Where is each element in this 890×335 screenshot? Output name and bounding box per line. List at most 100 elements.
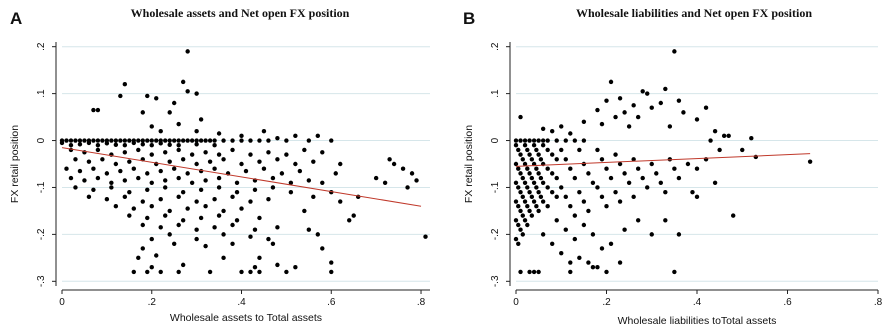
scatter-point — [122, 138, 128, 143]
scatter-point — [554, 175, 559, 181]
x-tick-label: .8 — [874, 297, 883, 308]
scatter-point — [595, 107, 600, 113]
scatter-point — [203, 243, 208, 249]
scatter-point — [513, 180, 519, 185]
scatter-point — [712, 180, 718, 185]
y-tick-label: -.3 — [36, 275, 47, 287]
scatter-point — [163, 138, 168, 143]
scatter-point — [59, 140, 65, 146]
scatter-point — [540, 232, 546, 237]
scatter-point — [185, 49, 190, 54]
scatter-point — [154, 138, 159, 143]
scatter-point — [409, 171, 415, 176]
scatter-point — [672, 49, 677, 54]
scatter-point — [113, 161, 119, 167]
scatter-point — [212, 166, 217, 171]
scatter-point — [525, 204, 530, 209]
scatter-point — [529, 175, 535, 181]
scatter-point — [212, 138, 217, 143]
scatter-point — [518, 138, 523, 143]
scatter-point — [284, 138, 289, 143]
scatter-point — [640, 175, 645, 181]
scatter-point — [554, 157, 559, 162]
y-tick-label: .2 — [490, 42, 501, 51]
scatter-point — [581, 222, 587, 228]
panel-b: B Wholesale liabilities and Net open FX p… — [463, 6, 883, 327]
y-tick-label: -.3 — [490, 275, 501, 287]
scatter-point — [104, 141, 110, 146]
scatter-point — [248, 152, 253, 157]
scatter-point — [595, 185, 600, 190]
scatter-point — [635, 218, 641, 223]
scatter-point — [694, 117, 700, 122]
panel-label: B — [463, 9, 475, 28]
scatter-point — [95, 175, 101, 181]
scatter-point — [540, 143, 546, 148]
y-tick-label: -.1 — [36, 181, 47, 193]
scatter-point — [649, 232, 654, 237]
scatter-point — [158, 141, 163, 146]
scatter-point — [194, 128, 199, 134]
scatter-point — [176, 175, 181, 181]
scatter-point — [136, 255, 141, 261]
scatter-point — [581, 199, 587, 204]
scatter-point — [617, 260, 623, 265]
scatter-point — [176, 269, 181, 275]
scatter-point — [216, 213, 222, 218]
scatter-point — [563, 227, 568, 232]
scatter-point — [140, 142, 145, 147]
scatter-point — [311, 194, 316, 200]
y-tick-label: .1 — [490, 89, 501, 98]
scatter-point — [95, 107, 101, 113]
scatter-point — [145, 187, 150, 193]
scatter-point — [320, 180, 325, 185]
scatter-point — [91, 166, 96, 171]
scatter-point — [690, 189, 695, 195]
scatter-point — [284, 152, 289, 157]
scatter-point — [525, 147, 530, 153]
scatter-point — [534, 204, 539, 209]
scatter-point — [513, 138, 519, 143]
scatter-point — [527, 208, 532, 214]
scatter-point — [275, 262, 280, 268]
scatter-point — [91, 107, 96, 113]
scatter-point — [520, 194, 525, 200]
scatter-point — [185, 171, 190, 176]
scatter-point — [568, 269, 573, 275]
scatter-point — [681, 110, 686, 115]
x-axis-label: Wholesale assets to Total assets — [170, 312, 322, 324]
scatter-point — [131, 166, 137, 171]
scatter-point — [131, 269, 137, 275]
scatter-point — [518, 269, 523, 275]
scatter-point — [176, 138, 181, 143]
scatter-point — [658, 180, 663, 185]
scatter-point — [167, 232, 172, 237]
scatter-point — [522, 161, 528, 167]
scatter-point — [534, 166, 539, 171]
scatter-point — [540, 138, 546, 143]
scatter-point — [520, 175, 525, 181]
scatter-point — [545, 166, 550, 171]
scatter-point — [86, 194, 92, 200]
scatter-point — [252, 227, 258, 232]
scatter-point — [731, 213, 736, 218]
scatter-point — [599, 157, 605, 162]
scatter-point — [694, 166, 700, 171]
scatter-point — [522, 218, 528, 223]
scatter-point — [118, 168, 123, 174]
scatter-point — [522, 199, 528, 204]
scatter-point — [649, 105, 654, 110]
scatter-point — [694, 194, 700, 200]
scatter-point — [538, 194, 544, 200]
x-tick-label: 0 — [59, 297, 65, 308]
scatter-point — [538, 157, 544, 162]
scatter-point — [234, 180, 240, 185]
scatter-point — [516, 185, 521, 190]
scatter-point — [149, 138, 154, 143]
scatter-point — [82, 178, 87, 183]
scatter-point — [536, 171, 541, 176]
scatter-point — [516, 147, 521, 153]
scatter-point — [257, 215, 262, 221]
scatter-point — [234, 189, 240, 195]
scatter-point — [113, 138, 119, 143]
